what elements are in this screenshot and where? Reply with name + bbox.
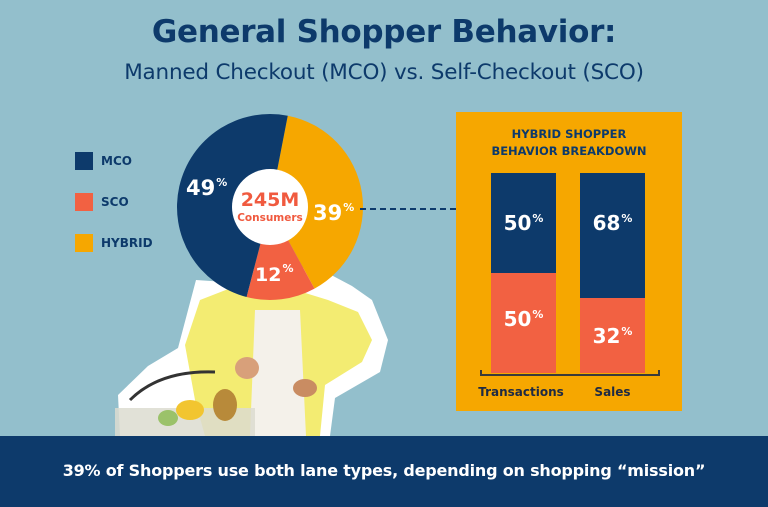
panel-title-line2: BEHAVIOR BREAKDOWN [491, 144, 647, 158]
bar-label-mco: 68% [580, 211, 645, 235]
bar-suffix: % [532, 308, 544, 321]
slice-label-hybrid: 39% [313, 201, 354, 225]
category-label-transactions: Transactions [478, 385, 564, 399]
legend: MCO SCO HYBRID [75, 151, 153, 274]
bar-segment-sco [580, 298, 645, 373]
legend-swatch-mco [75, 152, 93, 170]
slice-suffix: % [343, 201, 355, 214]
slice-label-mco: 49% [186, 176, 227, 200]
page-subtitle: Manned Checkout (MCO) vs. Self-Checkout … [124, 60, 644, 85]
legend-label: MCO [101, 154, 132, 168]
bar-value: 32 [592, 324, 621, 348]
donut-center-label: Consumers [237, 212, 303, 224]
slice-suffix: % [282, 262, 294, 275]
donut-center-value: 245M [240, 189, 300, 211]
bar-transactions: 50% 50% [491, 173, 556, 373]
slice-value: 39 [313, 201, 343, 225]
bar-label-mco: 50% [491, 211, 556, 235]
category-label-sales: Sales [594, 385, 631, 399]
bar-segment-sco [491, 273, 556, 373]
bar-value: 50 [503, 307, 532, 331]
slice-label-sco: 12% [255, 262, 293, 286]
slice-suffix: % [216, 176, 228, 189]
legend-item-hybrid: HYBRID [75, 233, 153, 253]
donut-slice-hybrid [270, 115, 363, 289]
footer-text: 39% of Shoppers use both lane types, dep… [62, 461, 706, 480]
bar-suffix: % [621, 325, 633, 338]
legend-swatch-hybrid [75, 234, 93, 252]
panel-title-line1: HYBRID SHOPPER [511, 127, 627, 141]
bar-value: 68 [592, 211, 621, 235]
donut-slice-sco [246, 207, 315, 300]
bar-segment-mco [580, 173, 645, 298]
shopper-photo [115, 268, 388, 436]
panel-title: HYBRID SHOPPER BEHAVIOR BREAKDOWN [456, 126, 682, 160]
slice-value: 12 [255, 264, 282, 286]
donut-chart [176, 114, 363, 300]
bar-suffix: % [532, 212, 544, 225]
bar-value: 50 [503, 211, 532, 235]
slice-value: 49 [186, 176, 216, 200]
hybrid-breakdown-panel: HYBRID SHOPPER BEHAVIOR BREAKDOWN 50% 50… [456, 112, 682, 411]
bar-label-sco: 50% [491, 307, 556, 331]
legend-label: HYBRID [101, 236, 153, 250]
bar-label-sco: 32% [580, 324, 645, 348]
dashed-connector [360, 208, 456, 210]
page-title: General Shopper Behavior: [151, 14, 617, 50]
footer-banner: 39% of Shoppers use both lane types, dep… [0, 436, 768, 507]
legend-item-mco: MCO [75, 151, 153, 171]
baseline-bracket [480, 370, 660, 376]
bar-suffix: % [621, 212, 633, 225]
bar-segment-mco [491, 173, 556, 273]
legend-label: SCO [101, 195, 129, 209]
legend-item-sco: SCO [75, 192, 153, 212]
bar-sales: 68% 32% [580, 173, 645, 373]
legend-swatch-sco [75, 193, 93, 211]
